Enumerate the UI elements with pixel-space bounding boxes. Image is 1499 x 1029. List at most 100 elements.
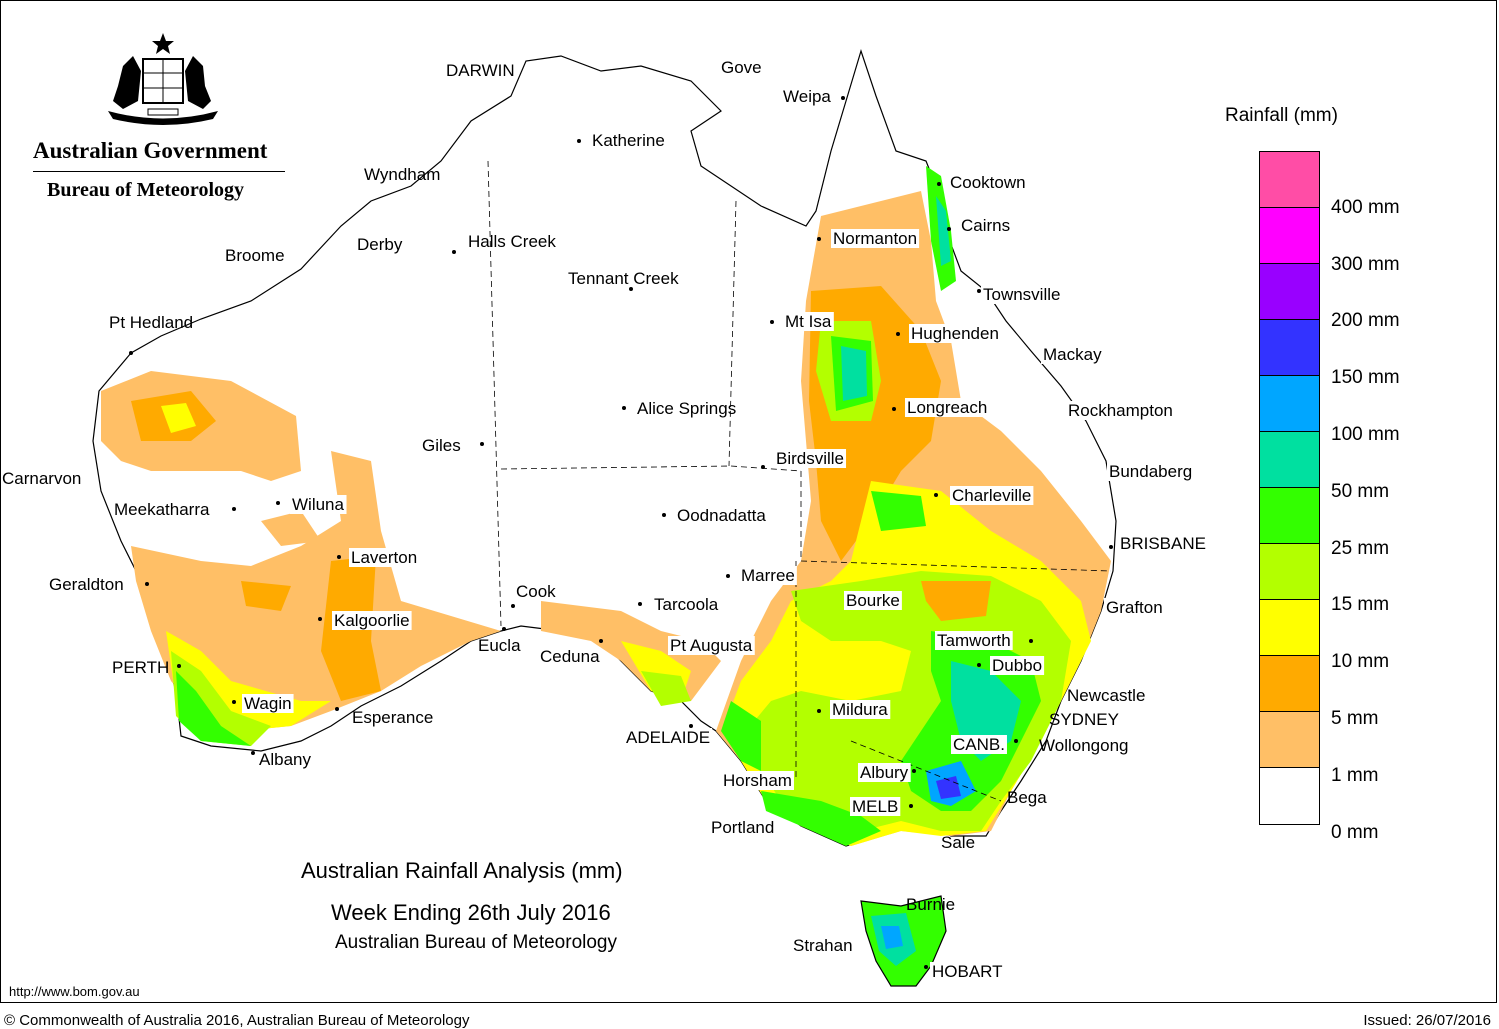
place-label-background [990, 656, 1045, 675]
place-marker-icon [841, 96, 845, 100]
place-label: Geraldton [49, 575, 124, 594]
place-marker-icon [452, 250, 456, 254]
legend-swatch [1260, 376, 1319, 432]
place-label-background [830, 700, 891, 719]
place-label: Albany [259, 750, 311, 769]
place-marker-icon [232, 507, 236, 511]
place-marker-icon [892, 407, 896, 411]
state-borders [487, 160, 1112, 802]
place-label: Laverton [351, 548, 417, 567]
bureau-name: Bureau of Meteorology [47, 179, 245, 201]
commonwealth-coat-of-arms-icon [108, 33, 218, 125]
place-label: Birdsville [776, 449, 844, 468]
place-labels: DARWIN Gove Weipa Katherine Wyndham Cooktown C… [2, 58, 1206, 981]
place-label: Normanton [833, 229, 917, 248]
place-label: Pt Augusta [670, 636, 753, 655]
place-label: Tarcoola [654, 595, 719, 614]
legend-tick-label: 50 mm [1331, 480, 1390, 502]
place-label: Wollongong [1039, 736, 1128, 755]
legend-swatch [1260, 712, 1319, 768]
place-label-background [950, 486, 1034, 505]
place-marker-icon [689, 724, 693, 728]
place-label: Ceduna [540, 647, 600, 666]
legend-tick-label: 0 mm [1331, 821, 1379, 843]
place-label-background [1107, 462, 1195, 481]
place-marker-icon [912, 769, 916, 773]
place-label: Marree [741, 566, 795, 585]
place-label: Carnarvon [2, 469, 81, 488]
legend-tick-label: 15 mm [1331, 594, 1390, 616]
place-label: MELB [852, 797, 898, 816]
place-label-background [332, 611, 412, 630]
place-label-background [850, 797, 901, 816]
place-label-background [905, 398, 990, 417]
legend-tick-label: 150 mm [1331, 367, 1400, 389]
place-label: Burnie [906, 895, 955, 914]
place-label: Newcastle [1067, 686, 1145, 705]
copyright-notice: © Commonwealth of Australia 2016, Austra… [4, 1012, 470, 1029]
map-title: Australian Rainfall Analysis (mm) [301, 858, 623, 883]
place-label: Cook [516, 582, 556, 601]
legend-title: Rainfall (mm) [1225, 105, 1338, 126]
place-marker-icon [629, 287, 633, 291]
legend-tick-label: 25 mm [1331, 537, 1390, 559]
place-label: Horsham [723, 771, 792, 790]
place-marker-icon [726, 574, 730, 578]
map-subtitle: Week Ending 26th July 2016 [331, 900, 611, 925]
place-label: Pt Hedland [109, 313, 193, 332]
place-marker-icon [924, 965, 928, 969]
rainfall-shading [101, 166, 1111, 846]
legend-colorbar [1259, 151, 1320, 825]
legend-swatch [1260, 208, 1319, 264]
place-marker-icon [662, 513, 666, 517]
place-label: Rockhampton [1068, 401, 1173, 420]
rainfall-map: DARWIN Gove Weipa Katherine Wyndham Cooktown C… [2, 49, 1206, 987]
map-source: Australian Bureau of Meteorology [335, 932, 617, 953]
legend-tick-label: 1 mm [1331, 764, 1379, 786]
legend-swatch [1260, 656, 1319, 712]
legend-tick-label: 400 mm [1331, 196, 1400, 218]
place-label: Katherine [592, 131, 665, 150]
place-label: Cairns [961, 216, 1010, 235]
legend-swatch [1260, 768, 1319, 824]
place-label: Bundaberg [1109, 462, 1192, 481]
place-label-background [774, 449, 847, 468]
place-label: Gove [721, 58, 762, 77]
place-label: Longreach [907, 398, 987, 417]
place-marker-icon [934, 493, 938, 497]
place-label: HOBART [932, 962, 1003, 981]
place-label: Grafton [1106, 598, 1163, 617]
map-frame: DARWIN Gove Weipa Katherine Wyndham Cooktown C… [0, 0, 1497, 1003]
place-label: Alice Springs [637, 399, 736, 418]
issued-date: Issued: 26/07/2016 [1363, 1012, 1491, 1029]
place-marker-icon [599, 639, 603, 643]
place-marker-icon [977, 663, 981, 667]
legend-swatch [1260, 488, 1319, 544]
legend-swatch [1260, 264, 1319, 320]
place-marker-icon [761, 465, 765, 469]
place-label: Mt Isa [785, 312, 832, 331]
place-marker-icon [145, 582, 149, 586]
place-label-background [739, 566, 797, 585]
legend-swatch [1260, 152, 1319, 208]
place-label: Bourke [846, 591, 900, 610]
agency-name: Australian Government [33, 138, 268, 163]
place-marker-icon [937, 182, 941, 186]
place-label: Tamworth [937, 631, 1011, 650]
place-label: ADELAIDE [626, 728, 710, 747]
place-label-background [951, 735, 1007, 754]
legend-tick-label: 300 mm [1331, 253, 1400, 275]
place-label: Albury [860, 763, 909, 782]
place-label-background [831, 229, 920, 248]
place-label-background [290, 495, 347, 514]
place-label: DARWIN [446, 61, 515, 80]
place-label: Wagin [244, 694, 292, 713]
place-label: Oodnadatta [677, 506, 766, 525]
website-link[interactable]: http://www.bom.gov.au [9, 984, 140, 999]
place-label: Bega [1007, 788, 1047, 807]
place-label: SYDNEY [1049, 710, 1119, 729]
place-marker-icon [817, 709, 821, 713]
place-label: Weipa [783, 87, 831, 106]
place-marker-icon [577, 139, 581, 143]
place-marker-icon [1029, 639, 1033, 643]
